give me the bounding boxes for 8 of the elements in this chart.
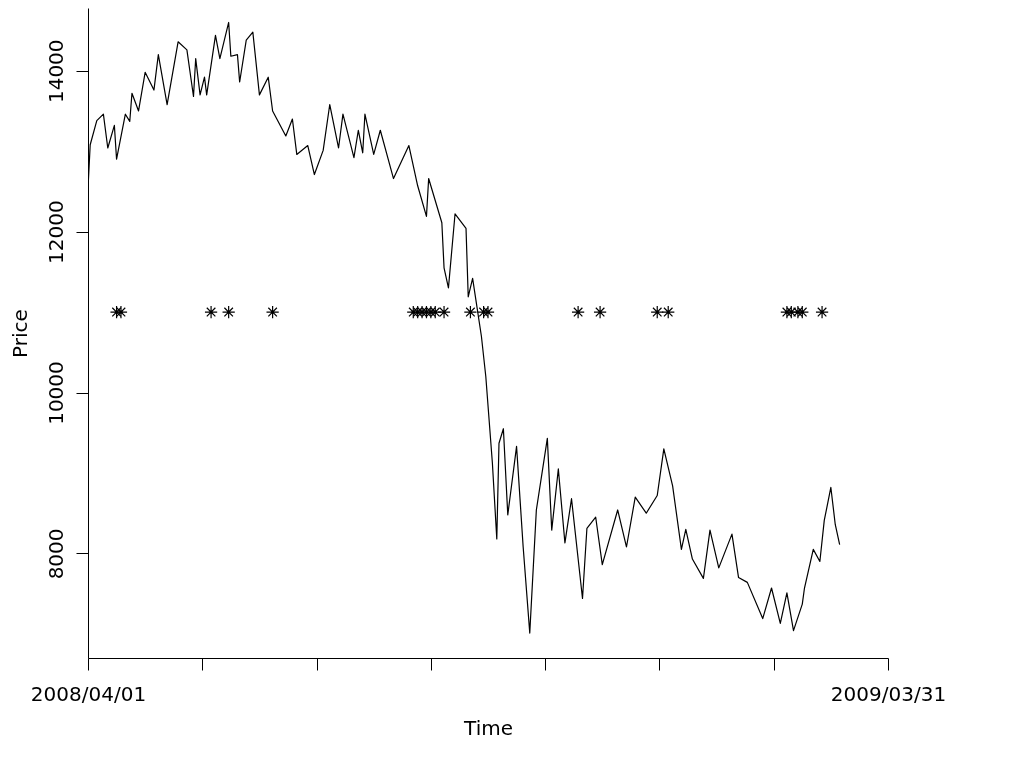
x-tick-label: 2008/04/01 (30, 681, 147, 706)
x-tick-label: 2009/03/31 (830, 681, 947, 706)
y-tick-label: 12000 (43, 200, 68, 264)
y-tick-label: 10000 (43, 361, 68, 425)
x-axis-title: Time (463, 715, 513, 740)
y-tick-label: 14000 (43, 39, 68, 104)
y-tick-label: 8000 (43, 528, 68, 580)
y-axis-title: Price (7, 309, 32, 358)
